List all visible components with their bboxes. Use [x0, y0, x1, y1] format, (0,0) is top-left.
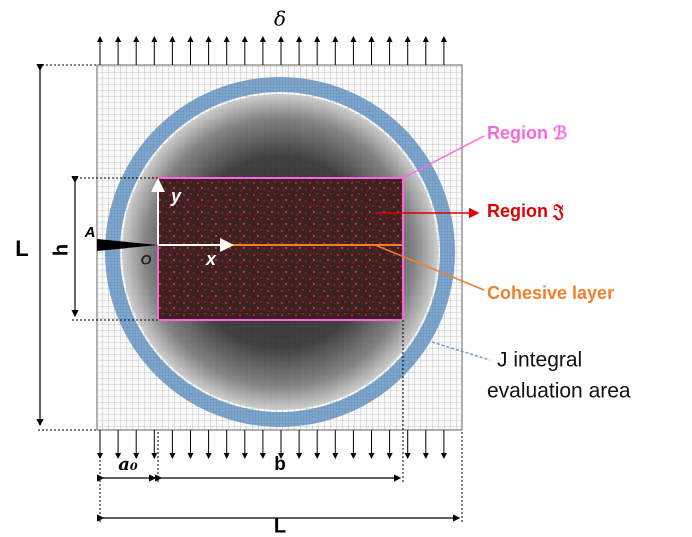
region-j-label: Region 𝔍 — [487, 201, 564, 221]
x-axis-label: x — [205, 249, 217, 269]
length-label: L — [15, 236, 28, 261]
height-label: h — [50, 244, 72, 256]
y-axis-label: y — [170, 186, 182, 206]
crack-length-label: a₀ — [118, 454, 138, 475]
origin-label: O — [141, 252, 152, 268]
ligament-label: b — [274, 454, 286, 475]
cohesive-label: Cohesive layer — [487, 283, 614, 303]
region-b-label: Region ℬ — [487, 123, 567, 143]
load-label: δ — [274, 7, 286, 31]
j-integral-label: J integral — [497, 349, 582, 372]
figure: δ Region ℬ Region 𝔍 Cohesive layer J int… — [0, 0, 692, 537]
width-label: L — [274, 515, 286, 537]
j-integral-label: evaluation area — [487, 380, 631, 403]
crack-tip-label: A — [84, 224, 96, 241]
region-j — [158, 178, 403, 320]
